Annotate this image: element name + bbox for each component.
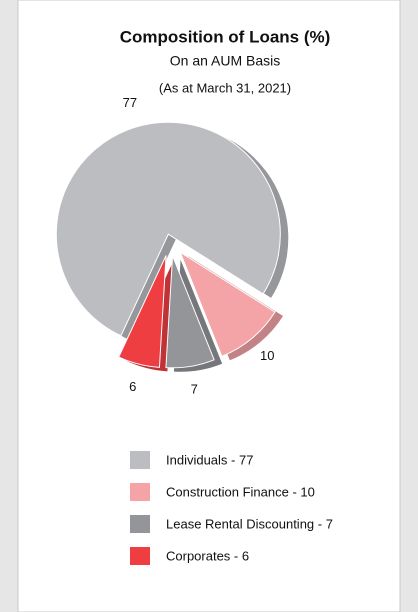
slice xyxy=(55,121,281,337)
legend-label: Lease Rental Discounting - 7 xyxy=(166,516,333,531)
data-label: 77 xyxy=(123,95,137,110)
legend-swatch xyxy=(130,515,150,533)
slice xyxy=(165,255,215,369)
legend-swatch xyxy=(130,547,150,565)
chart-title: Composition of Loans (%) xyxy=(120,27,331,46)
legend-label: Construction Finance - 10 xyxy=(166,484,315,499)
legend-swatch xyxy=(130,451,150,469)
chart-note: (As at March 31, 2021) xyxy=(159,80,291,95)
legend-swatch xyxy=(130,483,150,501)
data-label: 10 xyxy=(260,348,274,363)
chart-subtitle: On an AUM Basis xyxy=(170,53,281,69)
slice xyxy=(179,251,276,357)
data-label: 6 xyxy=(129,379,136,394)
data-label: 7 xyxy=(191,381,198,396)
legend-label: Individuals - 77 xyxy=(166,452,253,467)
slice xyxy=(118,255,167,368)
legend-label: Corporates - 6 xyxy=(166,548,249,563)
